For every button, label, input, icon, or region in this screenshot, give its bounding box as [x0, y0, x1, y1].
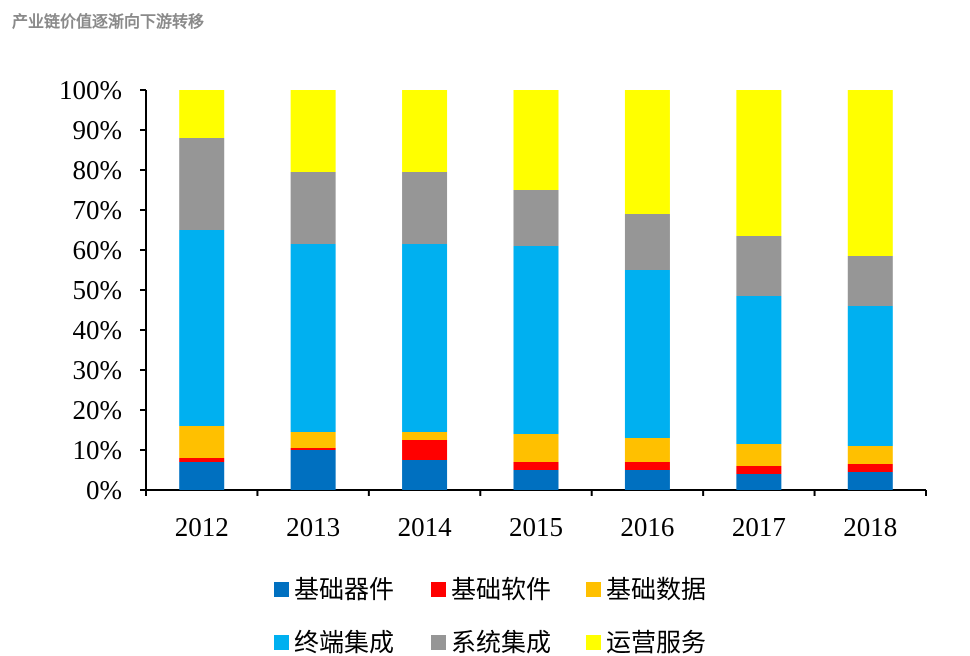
- y-tick-label: 70%: [73, 195, 123, 225]
- legend-label: 终端集成: [294, 628, 394, 656]
- y-tick-label: 20%: [73, 395, 123, 425]
- bar-segment: [624, 90, 670, 214]
- bar-segment: [624, 214, 670, 270]
- bar-segment: [179, 426, 225, 458]
- bar-segment: [290, 244, 336, 432]
- legend-swatch: [586, 582, 601, 597]
- legend-label: 基础软件: [451, 575, 551, 604]
- bar-segment: [736, 296, 782, 444]
- y-tick-label: 10%: [73, 435, 123, 465]
- bar-segment: [179, 458, 225, 462]
- bar-segment: [736, 90, 782, 236]
- y-tick-label: 50%: [73, 275, 123, 305]
- legend-label: 基础数据: [606, 575, 706, 604]
- bar-segment: [513, 470, 559, 490]
- legend-label: 基础器件: [294, 575, 394, 604]
- bar-segment: [736, 466, 782, 474]
- bar-segment: [402, 172, 448, 244]
- bar-segment: [847, 464, 893, 472]
- legend-swatch: [274, 635, 289, 650]
- bar-segment: [513, 190, 559, 246]
- bar-segment: [402, 460, 448, 490]
- x-tick-label: 2017: [732, 512, 786, 542]
- bar-segment: [402, 440, 448, 460]
- x-tick-label: 2016: [620, 512, 674, 542]
- bar-segment: [847, 90, 893, 256]
- bar-segment: [402, 90, 448, 172]
- bar-segment: [402, 432, 448, 440]
- legend-label: 系统集成: [451, 628, 551, 656]
- y-tick-label: 0%: [86, 475, 122, 505]
- x-tick-label: 2014: [398, 512, 453, 542]
- bar-segment: [290, 172, 336, 244]
- bar-segment: [624, 470, 670, 490]
- bar-segment: [513, 246, 559, 434]
- y-tick-label: 100%: [59, 75, 122, 105]
- bar-segment: [736, 444, 782, 466]
- legend-swatch: [431, 635, 446, 650]
- bar-segment: [624, 270, 670, 438]
- bar-segment: [847, 472, 893, 490]
- bar-segment: [847, 446, 893, 464]
- legend-swatch: [274, 582, 289, 597]
- y-tick-label: 60%: [73, 235, 123, 265]
- y-tick-label: 40%: [73, 315, 123, 345]
- x-tick-label: 2012: [175, 512, 229, 542]
- bar-segment: [624, 438, 670, 462]
- bar-segment: [847, 306, 893, 446]
- bar-segment: [290, 432, 336, 448]
- bar-segment: [736, 236, 782, 296]
- y-tick-label: 30%: [73, 355, 123, 385]
- y-tick-label: 80%: [73, 155, 123, 185]
- bar-segment: [179, 90, 225, 138]
- bar-segment: [847, 256, 893, 306]
- bar-segment: [290, 90, 336, 172]
- x-tick-label: 2013: [286, 512, 340, 542]
- bar-segment: [624, 462, 670, 470]
- y-tick-label: 90%: [73, 115, 123, 145]
- x-tick-label: 2018: [843, 512, 897, 542]
- x-tick-label: 2015: [509, 512, 563, 542]
- bar-segment: [179, 138, 225, 230]
- bar-segment: [513, 462, 559, 470]
- bar-segment: [179, 462, 225, 490]
- bar-segment: [290, 450, 336, 490]
- legend-label: 运营服务: [606, 628, 706, 656]
- legend-swatch: [431, 582, 446, 597]
- bar-segment: [513, 434, 559, 462]
- legend-swatch: [586, 635, 601, 650]
- bar-segment: [290, 448, 336, 450]
- bar-segment: [402, 244, 448, 432]
- bar-segment: [736, 474, 782, 490]
- bar-segment: [179, 230, 225, 426]
- bar-segment: [513, 90, 559, 190]
- page-title: 产业链价值逐渐向下游转移: [12, 12, 205, 31]
